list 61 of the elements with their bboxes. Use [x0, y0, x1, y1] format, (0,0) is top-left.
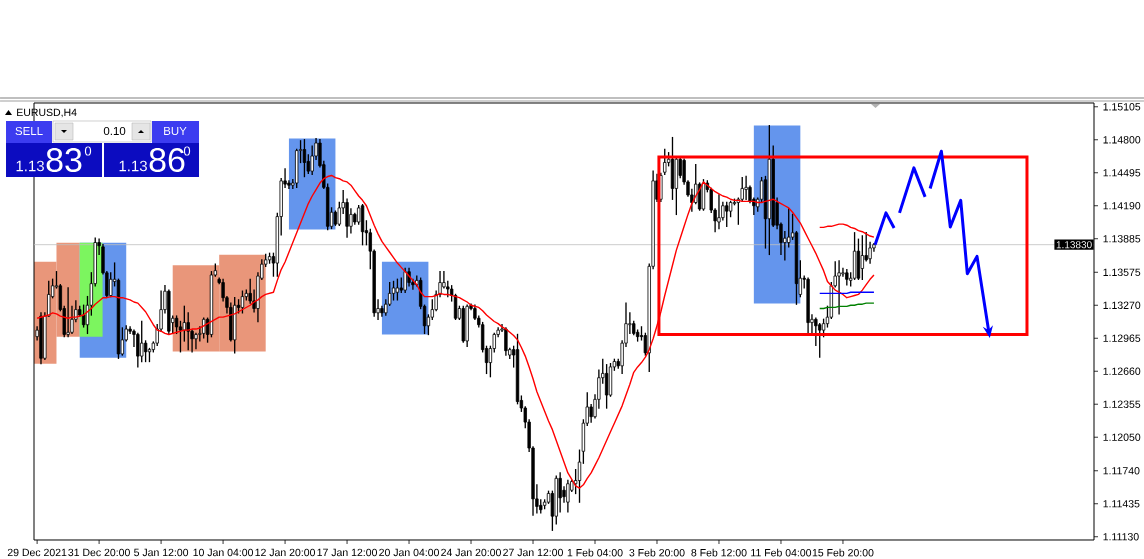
- y-tick-label: 1.11740: [1103, 467, 1140, 475]
- y-tick-label: 1.12965: [1103, 334, 1141, 342]
- annotation: SELL: [15, 126, 43, 136]
- annotation: 1.13: [119, 160, 147, 172]
- x-tick-label: 1 Feb 04:00: [567, 548, 623, 557]
- candlestick: [663, 148, 667, 176]
- x-tick-label: 17 Jan 12:00: [317, 548, 378, 557]
- annotation: 0: [183, 146, 191, 156]
- candlestick: [566, 479, 570, 513]
- candlestick: [403, 267, 407, 293]
- candlestick: [504, 327, 508, 356]
- x-tick-label: 3 Feb 20:00: [629, 548, 685, 557]
- candlestick: [337, 201, 341, 226]
- x-tick-label: 15 Feb 20:00: [812, 548, 874, 557]
- candlestick: [178, 320, 183, 353]
- y-tick-label: 1.12355: [1103, 400, 1141, 408]
- y-tick-label: 1.12660: [1103, 367, 1141, 375]
- annotation: BUY: [164, 126, 187, 135]
- x-tick-label: 27 Jan 12:00: [503, 548, 563, 557]
- x-tick-label: 11 Feb 04:00: [751, 548, 812, 557]
- x-tick-label: 8 Feb 12:00: [691, 548, 747, 557]
- candlestick: [860, 235, 864, 280]
- y-tick-label: 1.13575: [1103, 268, 1141, 276]
- candlestick: [140, 320, 144, 363]
- chart-title: EURUSD,H4: [17, 108, 77, 118]
- annotation: 86: [149, 147, 185, 173]
- y-tick-label: 1.14495: [1103, 169, 1141, 177]
- candlestick: [66, 287, 70, 338]
- y-tick-label: 1.14800: [1103, 136, 1141, 144]
- annotation: 0: [84, 146, 92, 156]
- x-tick-label: 20 Jan 04:00: [379, 548, 439, 557]
- y-tick-label: 1.13270: [1103, 301, 1141, 309]
- y-tick-label: 1.12050: [1103, 433, 1141, 441]
- candlestick: [659, 172, 663, 203]
- ref-line-label: 1.13830: [1056, 241, 1092, 249]
- candlestick: [725, 201, 729, 227]
- y-tick-label: 1.11435: [1103, 500, 1140, 508]
- candlestick: [380, 305, 384, 317]
- candlestick: [604, 364, 609, 409]
- x-tick-label: 29 Dec 2021: [7, 548, 67, 557]
- annotation: 1.13: [16, 160, 44, 172]
- y-tick-label: 1.15105: [1103, 103, 1141, 111]
- annotation: 0.10: [103, 126, 126, 136]
- y-tick-label: 1.14190: [1103, 202, 1141, 210]
- x-tick-label: 10 Jan 04:00: [193, 548, 254, 557]
- y-tick-label: 1.11130: [1103, 533, 1139, 541]
- candlestick: [818, 322, 822, 358]
- x-tick-label: 31 Dec 20:00: [68, 548, 130, 557]
- x-tick-label: 24 Jan 20:00: [441, 548, 501, 557]
- x-tick-label: 12 Jan 20:00: [255, 548, 316, 557]
- candlestick: [841, 267, 845, 277]
- y-tick-label: 1.13885: [1103, 235, 1141, 243]
- candlestick: [302, 139, 307, 178]
- candlestick: [558, 472, 562, 513]
- candlestick: [717, 194, 721, 230]
- candlestick: [143, 340, 148, 363]
- candlestick: [391, 280, 396, 301]
- x-tick-label: 5 Jan 12:00: [134, 548, 189, 557]
- candlestick: [837, 260, 841, 315]
- annotation: 83: [46, 147, 82, 173]
- candlestick: [744, 175, 748, 200]
